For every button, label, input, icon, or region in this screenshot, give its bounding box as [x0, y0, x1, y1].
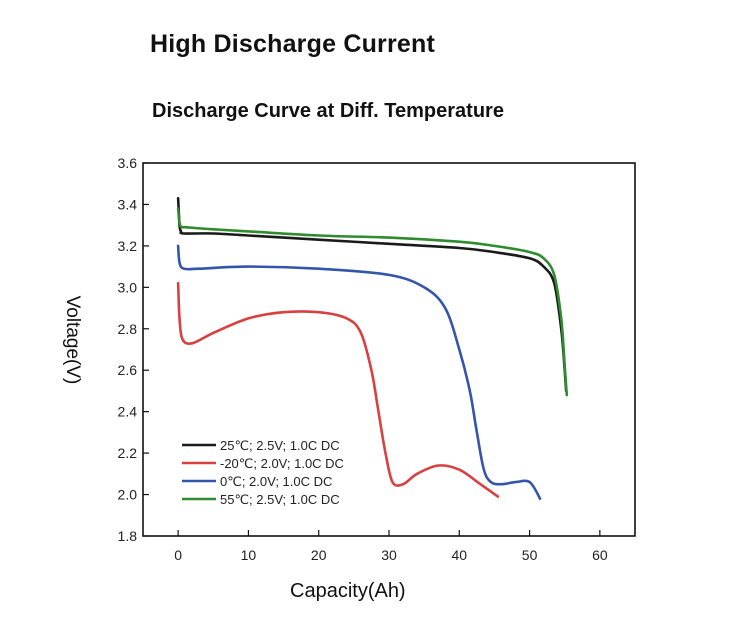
y-tick-label: 1.8 [118, 528, 138, 544]
x-tick-label: 10 [241, 547, 257, 563]
chart-title: Discharge Curve at Diff. Temperature [152, 100, 504, 122]
y-tick-label: 3.4 [118, 196, 138, 212]
x-axis-label: Capacity(Ah) [290, 580, 406, 602]
y-tick-label: 3.6 [118, 155, 138, 171]
series-group [176, 196, 569, 500]
series-25c-line [176, 196, 568, 393]
page-title: High Discharge Current [150, 30, 436, 58]
legend: 25℃; 2.5V; 1.0C DC -20℃; 2.0V; 1.0C DC 0℃;… [182, 438, 344, 507]
x-tick-label: 40 [451, 547, 467, 563]
series-55c-line [176, 207, 569, 397]
x-tick-label: 60 [592, 547, 608, 563]
series-0c-line [176, 244, 542, 500]
y-tick-label: 2.2 [118, 445, 138, 461]
legend-label: 55℃; 2.5V; 1.0C DC [220, 492, 340, 507]
y-tick-label: 2.0 [118, 487, 138, 503]
x-tick-label: 20 [311, 547, 327, 563]
axis-ticks: 1.8 2.0 2.2 2.4 2.6 2.8 3.0 3.2 3.4 3.6 0 10 20 30 40 5… [118, 155, 608, 563]
y-tick-label: 2.8 [118, 321, 138, 337]
legend-label: 0℃; 2.0V; 1.0C DC [220, 474, 332, 489]
x-tick-label: 50 [522, 547, 538, 563]
y-tick-label: 3.0 [118, 279, 138, 295]
series-minus20c-line [176, 281, 500, 498]
y-tick-label: 2.4 [118, 404, 138, 420]
x-tick-label: 30 [381, 547, 397, 563]
legend-label: 25℃; 2.5V; 1.0C DC [220, 438, 340, 453]
x-tick-label: 0 [174, 547, 182, 563]
legend-label: -20℃; 2.0V; 1.0C DC [220, 456, 344, 471]
y-tick-label: 3.2 [118, 238, 138, 254]
y-tick-label: 2.6 [118, 362, 138, 378]
plot-frame [142, 162, 636, 537]
